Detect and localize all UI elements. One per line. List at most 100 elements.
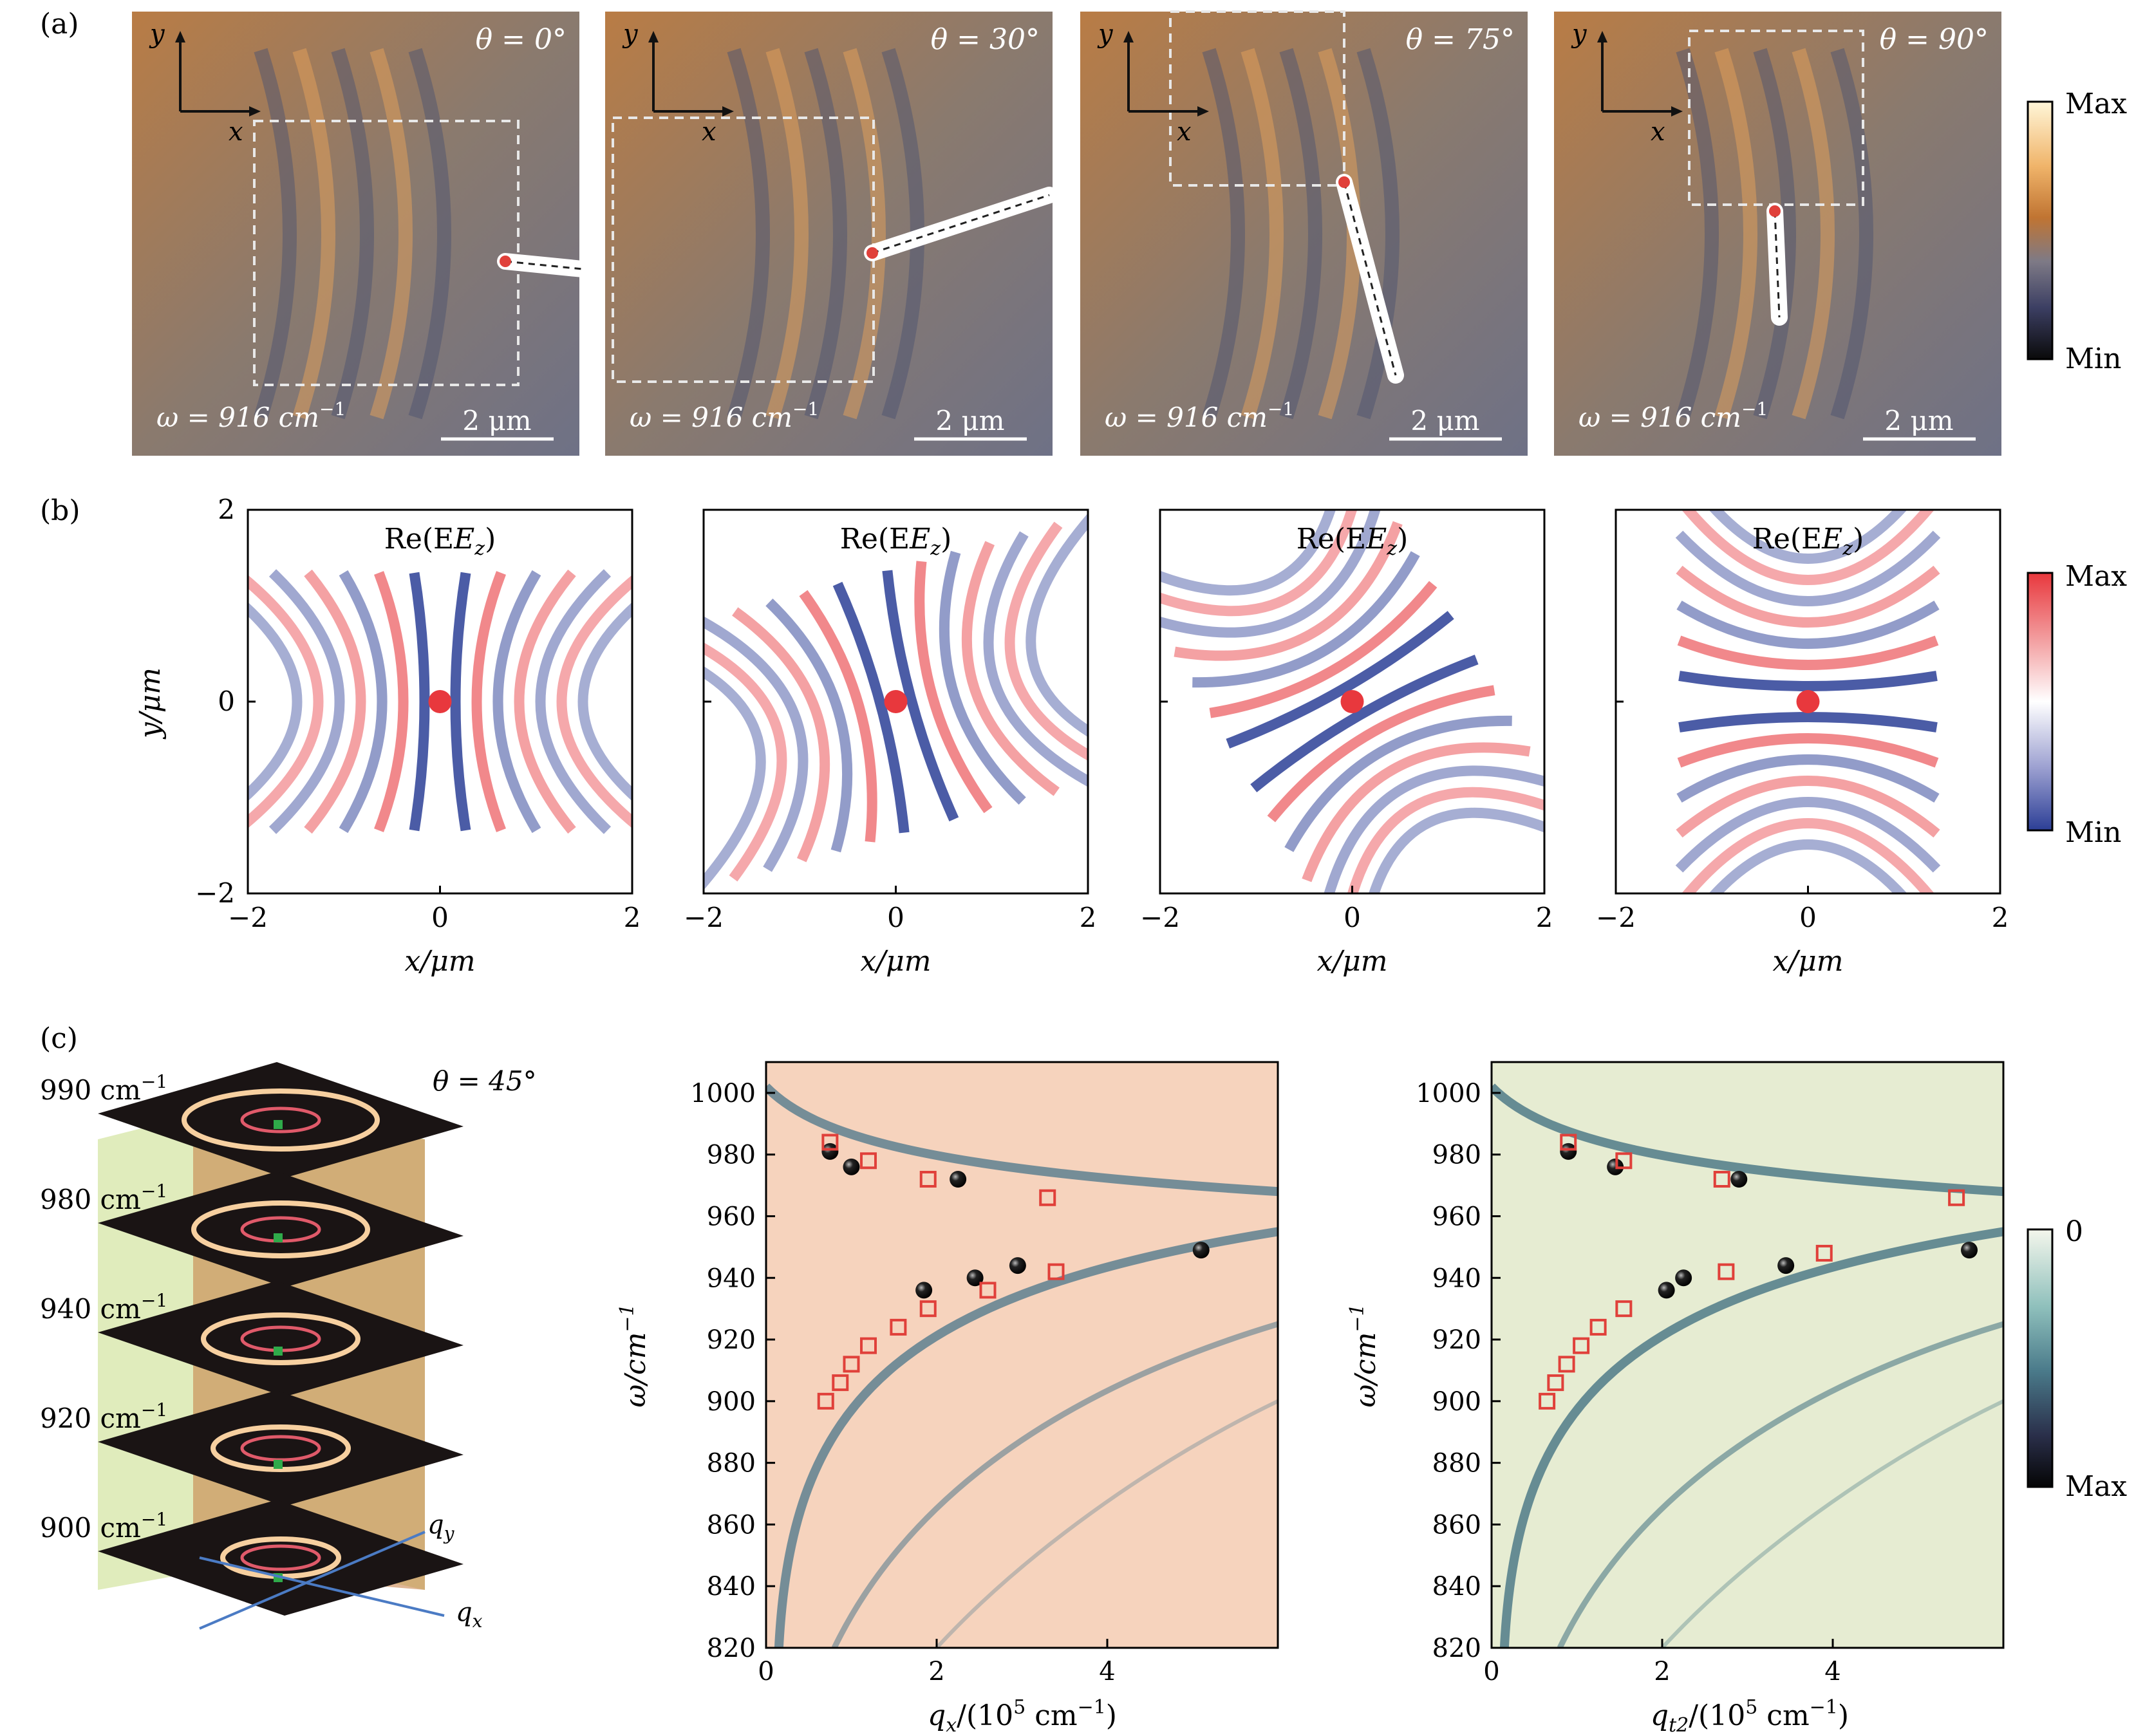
calculated-point	[860, 1152, 877, 1170]
stack-qy-label: qy	[427, 1510, 455, 1544]
experimental-point	[1560, 1143, 1577, 1160]
x-tick-label: 2	[1080, 902, 1097, 933]
colorbar-a-max: Max	[2065, 88, 2127, 120]
axis-x-label: x	[229, 117, 243, 147]
axis-y-label: y	[149, 19, 165, 49]
dispersion-branch-higher-order	[1557, 1321, 2003, 1648]
x-axis-label: x/μm	[861, 945, 932, 978]
colorbar-b-min: Min	[2065, 816, 2121, 849]
y-tick-label: 820	[1432, 1634, 1481, 1663]
calculated-point	[1039, 1189, 1056, 1206]
scalebar-label: 2 μm	[462, 405, 531, 436]
calculated-point	[1560, 1134, 1577, 1151]
calculated-point	[1547, 1374, 1564, 1392]
field-map-3: Re(EEz) −2 0 2 x/μm	[1596, 509, 2009, 978]
axis-x-label: x	[1651, 117, 1665, 147]
rod-tip-marker	[1338, 176, 1350, 188]
theta-label: θ = 75°	[1406, 23, 1515, 56]
marker-square	[274, 1347, 283, 1356]
chart-right-xlabel: qt2/(105 cm−1)	[1651, 1696, 1849, 1736]
field-map-title: Re(EEz)	[1752, 523, 1864, 560]
dispersion-branch-upper	[766, 1083, 1278, 1197]
iso-frequency-contour	[211, 1424, 351, 1472]
y-tick-label: 980	[707, 1141, 756, 1170]
omega-label: ω = 916 cm−1	[156, 398, 346, 433]
y-tick-label: 920	[707, 1325, 756, 1355]
experimental-point	[1192, 1242, 1210, 1259]
calculated-point	[860, 1337, 877, 1354]
y-tick-label: 920	[1432, 1325, 1481, 1355]
theta-label: θ = 0°	[476, 23, 567, 56]
region-box	[1169, 10, 1345, 187]
experimental-point	[1009, 1257, 1026, 1274]
slice-plane	[98, 1171, 464, 1287]
rod-tip-marker	[500, 256, 511, 267]
sem-image-2: y x θ = 75° ω = 916 cm−1 2 μm	[1080, 10, 1528, 456]
calculated-point	[1713, 1171, 1730, 1188]
y-tick-label: 0	[218, 686, 235, 717]
slice-plane	[98, 1281, 464, 1397]
experimental-point	[1730, 1171, 1748, 1188]
experimental-point	[1675, 1269, 1692, 1287]
experimental-point	[843, 1158, 860, 1175]
scalebar-label: 2 μm	[1884, 405, 1953, 436]
x-tick-label: −2	[1596, 902, 1636, 933]
colorbar-c-top: 0	[2065, 1215, 2083, 1248]
calculated-point	[919, 1171, 937, 1188]
dispersion-branch-upper	[1492, 1083, 2003, 1197]
field-map-2: Re(EEz) −2 0 2 x/μm	[1140, 509, 1553, 978]
x-tick-label: 2	[1654, 1657, 1670, 1686]
x-tick-label: −2	[228, 902, 268, 933]
y-tick-label: 840	[707, 1572, 756, 1601]
energy-slice-2	[98, 1281, 464, 1397]
dispersion-chart-0: 820 840 860 880 900 920 940 960 980 1000 0 2 4	[690, 1061, 1279, 1686]
x-tick-label: 0	[1483, 1657, 1499, 1686]
scalebar-label: 2 μm	[1410, 405, 1479, 436]
calculated-point	[1539, 1392, 1556, 1410]
calculated-point	[1589, 1318, 1607, 1336]
calculated-point	[843, 1356, 860, 1373]
plot-frame	[1490, 1061, 2005, 1649]
theta-label: θ = 90°	[1880, 23, 1989, 56]
region-box	[253, 120, 520, 386]
plot-frame	[765, 1061, 1279, 1649]
x-tick-label: 2	[1992, 902, 2009, 933]
y-tick-label: 840	[1432, 1572, 1481, 1601]
source-dipole	[428, 690, 452, 713]
x-tick-label: 2	[928, 1657, 944, 1686]
stack-level-980: 980 cm−1	[40, 1181, 167, 1215]
calculated-point	[817, 1392, 834, 1410]
y-tick-label: 2	[218, 494, 235, 525]
calculated-point	[1573, 1337, 1590, 1354]
experimental-point	[1607, 1158, 1624, 1175]
y-tick-label: 820	[707, 1634, 756, 1663]
y-tick-label: 960	[707, 1202, 756, 1231]
colorbar-c-bottom: Max	[2065, 1470, 2127, 1503]
calculated-point	[919, 1300, 937, 1318]
x-tick-label: 0	[758, 1657, 774, 1686]
x-axis-label: x/μm	[1773, 945, 1844, 978]
y-tick-label: 960	[1432, 1202, 1481, 1231]
calculated-point	[1047, 1263, 1065, 1280]
y-tick-label: 880	[1432, 1449, 1481, 1479]
chart-right-ylabel: ω/cm−1	[1346, 1303, 1382, 1407]
panel-b-ylabel: y/μm	[134, 667, 167, 740]
x-tick-label: −2	[1140, 902, 1180, 933]
colorbar-b-max: Max	[2065, 560, 2127, 593]
rod-tip-marker	[866, 247, 878, 259]
calculated-point	[1615, 1300, 1633, 1318]
energy-slice-3	[98, 1390, 464, 1506]
x-tick-label: 0	[1799, 902, 1817, 933]
omega-label: ω = 916 cm−1	[1105, 398, 1294, 433]
y-tick-label: 900	[707, 1387, 756, 1417]
panel-a: y x θ = 0° ω = 916 cm−1 2 μm y x θ = 30° ω = 916…	[132, 10, 2001, 456]
plot-background	[766, 1062, 1278, 1648]
scalebar-label: 2 μm	[935, 405, 1004, 436]
calculated-point	[890, 1318, 907, 1336]
theta-label: θ = 30°	[931, 23, 1040, 56]
dispersion-chart-1: 820 840 860 880 900 920 940 960 980 1000 0 2 4	[1416, 1061, 2005, 1686]
dispersion-branch-higher-order	[831, 1321, 1278, 1648]
experimental-point	[1777, 1257, 1795, 1274]
